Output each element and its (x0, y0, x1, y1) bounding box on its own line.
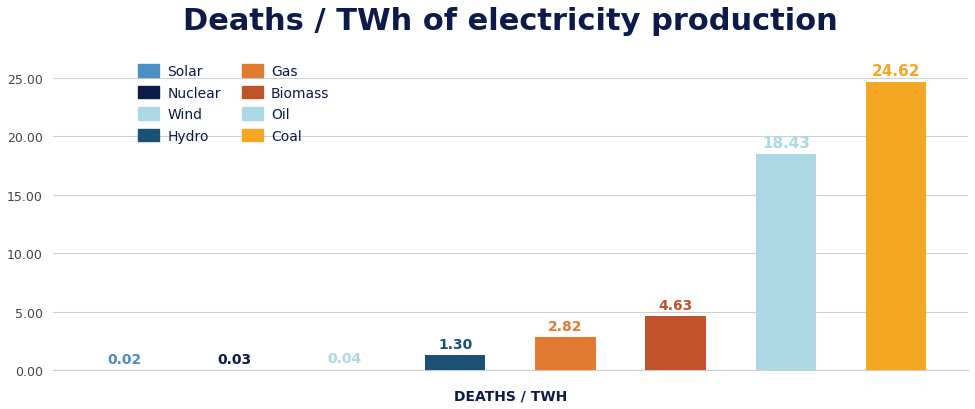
Text: 24.62: 24.62 (872, 64, 920, 79)
Bar (645, 316, 706, 370)
Text: 18.43: 18.43 (761, 136, 810, 151)
Text: 1.30: 1.30 (438, 337, 472, 351)
Text: 0.04: 0.04 (328, 352, 362, 366)
Bar (535, 337, 596, 370)
X-axis label: DEATHS / TWH: DEATHS / TWH (453, 388, 566, 402)
Text: 4.63: 4.63 (658, 298, 693, 312)
Bar (425, 355, 486, 370)
Bar (756, 155, 816, 370)
Legend: Solar, Nuclear, Wind, Hydro, Gas, Biomass, Oil, Coal: Solar, Nuclear, Wind, Hydro, Gas, Biomas… (133, 59, 334, 149)
Text: 2.82: 2.82 (548, 319, 583, 333)
Text: 0.03: 0.03 (217, 352, 252, 366)
Text: 0.02: 0.02 (107, 352, 141, 366)
Bar (866, 83, 926, 370)
Title: Deaths / TWh of electricity production: Deaths / TWh of electricity production (183, 7, 838, 36)
